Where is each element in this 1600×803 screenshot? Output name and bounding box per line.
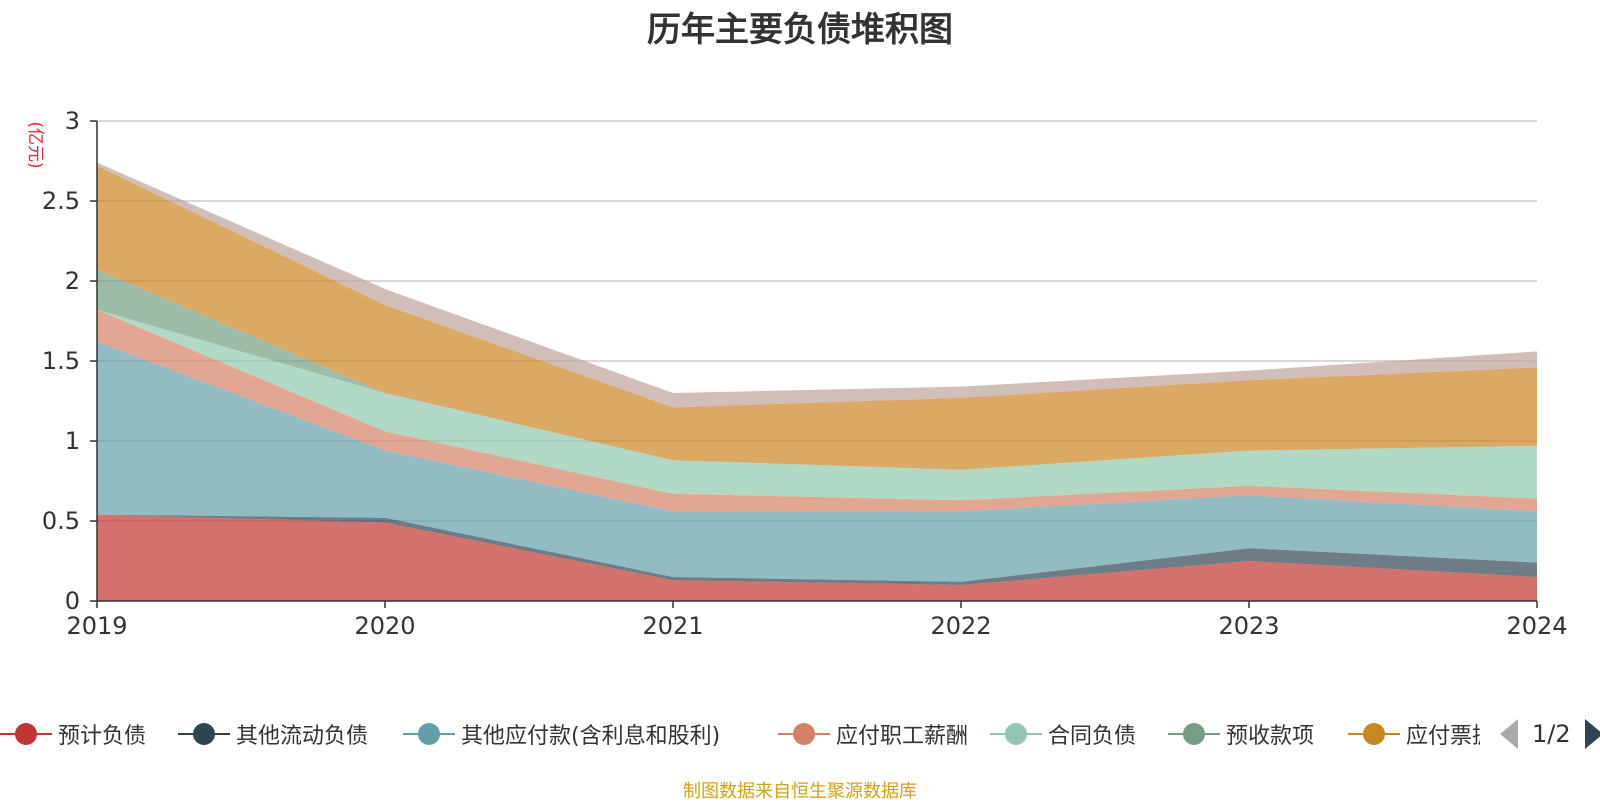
legend-marker-icon (990, 716, 1042, 752)
legend-item[interactable]: 预收款项 (1168, 716, 1314, 752)
axes (90, 120, 1538, 608)
legend-label: 合同负债 (1048, 724, 1137, 749)
x-tick-label: 2023 (1218, 612, 1279, 640)
x-tick-label: 2022 (930, 612, 991, 640)
area-series-6[interactable] (97, 165, 1537, 470)
legend-item[interactable]: 其他应付款(含利息和股利) (403, 716, 720, 752)
legend: 预计负债 其他流动负债 其他应付款(含利息和股利) 应付职工薪酬 合同负债 预收款项 应付票… (0, 716, 1480, 752)
y-tick-label: 3 (65, 107, 80, 135)
y-unit-label: (亿元) (25, 121, 45, 168)
legend-label: 应付职工薪酬 (836, 724, 969, 749)
legend-marker-icon (1168, 716, 1220, 752)
legend-label: 预计负债 (58, 724, 147, 749)
legend-item[interactable]: 应付职工薪酬 (778, 716, 968, 752)
legend-item[interactable]: 合同负债 (990, 716, 1136, 752)
y-tick-label: 2.5 (42, 187, 80, 215)
area-series-3[interactable] (97, 309, 1537, 512)
legend-marker-icon (0, 716, 52, 752)
stacked-areas (97, 162, 1537, 601)
legend-label: 应付票据及应付账款 (1406, 724, 1480, 749)
legend-item[interactable]: 预计负债 (0, 716, 146, 752)
x-tick-label: 2021 (642, 612, 703, 640)
legend-label: 其他流动负债 (236, 724, 369, 749)
legend-pager: 1/2 (1500, 716, 1600, 752)
legend-item[interactable]: 应付票据及应付账款 (1348, 716, 1480, 752)
legend-next-page-button[interactable] (1584, 719, 1600, 749)
legend-label: 其他应付款(含利息和股利) (461, 724, 721, 749)
area-series-4[interactable] (97, 309, 1537, 501)
x-tick-label: 2024 (1506, 612, 1567, 640)
area-series-0[interactable] (97, 514, 1537, 601)
y-tick-label: 0 (65, 587, 80, 615)
y-tick-label: 1.5 (42, 347, 80, 375)
legend-marker-icon (778, 716, 830, 752)
y-tick-label: 2 (65, 267, 80, 295)
y-tick-label: 0.5 (42, 507, 80, 535)
legend-item[interactable]: 其他流动负债 (178, 716, 368, 752)
data-source-note: 制图数据来自恒生聚源数据库 (683, 781, 917, 802)
legend-marker-icon (1348, 716, 1400, 752)
legend-marker-icon (403, 716, 455, 752)
x-tick-label: 2020 (354, 612, 415, 640)
legend-label: 预收款项 (1226, 724, 1315, 749)
tick-labels: 0 0.5 1 1.5 2 2.5 3 2019 2020 2021 2022 2023 2024 (42, 107, 1568, 640)
area-series-1[interactable] (97, 514, 1537, 585)
legend-page-indicator: 1/2 (1532, 720, 1571, 748)
area-series-2[interactable] (97, 341, 1537, 582)
legend-prev-page-button[interactable] (1500, 719, 1518, 749)
x-tick-label: 2019 (66, 612, 127, 640)
y-tick-label: 1 (65, 427, 80, 455)
chart-title: 历年主要负债堆积图 (647, 10, 953, 50)
legend-marker-icon (178, 716, 230, 752)
